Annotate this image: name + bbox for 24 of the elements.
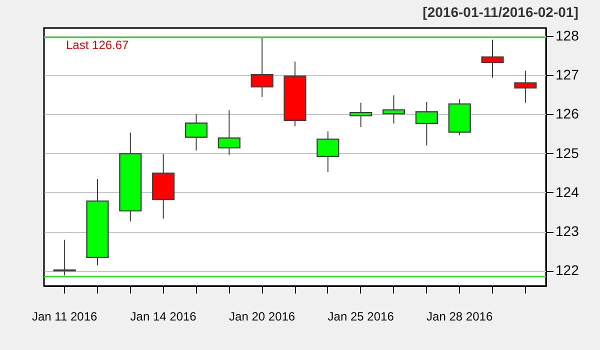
y-tick-label: 126 (556, 106, 580, 122)
annotation: Last 126.67 (66, 38, 130, 52)
candlestick (316, 130, 340, 173)
chart-title: [2016-01-11/2016-02-01] (422, 4, 578, 20)
x-tick-label: Jan 14 2016 (130, 310, 197, 324)
y-tick-label: 124 (556, 184, 580, 200)
candlestick (481, 39, 504, 78)
candlestick (350, 102, 372, 128)
y-tick-label: 128 (556, 27, 580, 44)
candlestick (250, 36, 274, 98)
candlestick (382, 94, 406, 124)
y-tick-label: 127 (556, 66, 580, 82)
y-tick-label: 125 (556, 144, 580, 161)
x-tick-label: Jan 28 2016 (426, 310, 493, 324)
x-tick-label: Jan 20 2016 (229, 310, 296, 324)
y-tick-label: 122 (556, 262, 580, 278)
candlestick (514, 70, 537, 104)
x-tick-label: Jan 11 2016 (32, 310, 98, 324)
x-tick-label: Jan 25 2016 (328, 310, 394, 324)
y-tick-label: 123 (556, 223, 580, 240)
candlestick (218, 110, 240, 156)
candlestick (184, 114, 208, 152)
candlestick (53, 239, 76, 276)
candlestick (415, 101, 438, 146)
